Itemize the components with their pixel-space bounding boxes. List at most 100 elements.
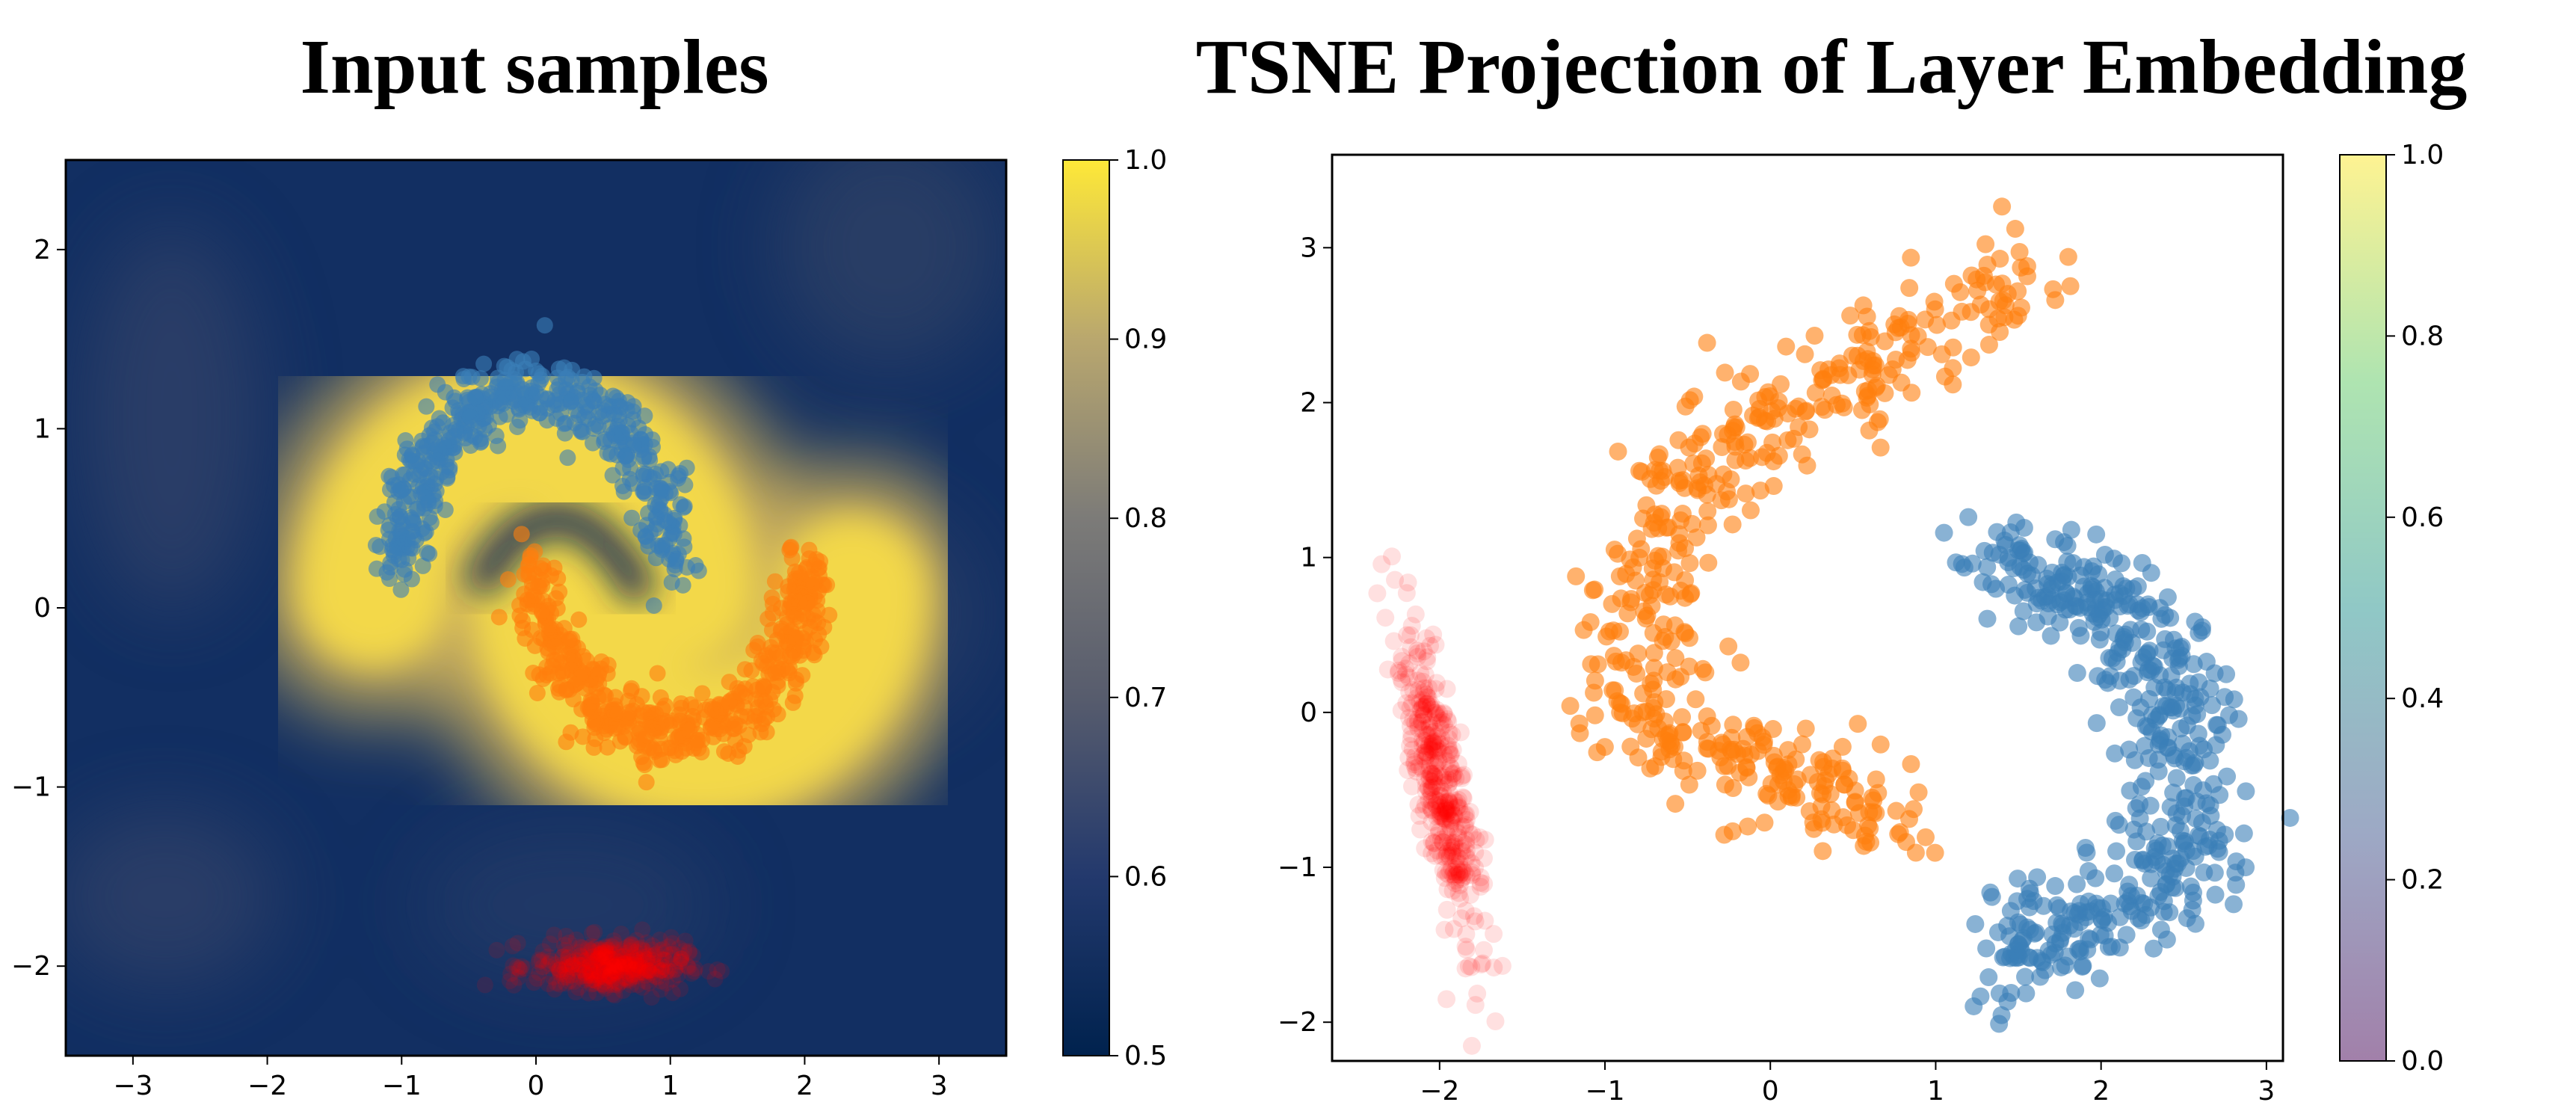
input-point: [611, 958, 628, 976]
tsne-point: [1410, 807, 1429, 825]
tsne-point: [1404, 681, 1423, 700]
tsne-point: [1426, 680, 1445, 698]
tsne-point: [1417, 629, 1435, 647]
tsne-point: [2110, 816, 2128, 834]
tsne-point: [1444, 833, 1463, 852]
tsne-point: [1727, 418, 1745, 437]
input-point: [390, 501, 407, 518]
tsne-point: [1389, 663, 1408, 682]
tsne-point: [2066, 981, 2085, 1000]
tsne-point: [1418, 726, 1437, 745]
tsne-point: [1440, 770, 1458, 789]
input-point: [553, 956, 570, 973]
tsne-point: [1442, 798, 1461, 817]
tsne-point: [1416, 839, 1435, 858]
tsne-point: [1638, 606, 1657, 625]
left-ytick-label: 0: [34, 593, 51, 624]
tsne-point: [1401, 736, 1420, 755]
tsne-point: [1452, 842, 1471, 861]
input-point: [621, 973, 638, 990]
input-point: [540, 975, 557, 992]
input-point: [511, 412, 529, 429]
tsne-point: [1451, 723, 1470, 742]
input-point: [603, 976, 620, 994]
tsne-point: [1436, 810, 1455, 829]
tsne-point: [1415, 679, 1434, 698]
tsne-point: [1680, 554, 1699, 573]
input-point: [664, 985, 681, 1002]
input-point: [606, 976, 623, 994]
input-point: [558, 969, 576, 986]
tsne-point: [1438, 736, 1457, 755]
tsne-point: [1796, 719, 1815, 738]
input-point: [392, 581, 410, 598]
input-point: [590, 947, 607, 964]
tsne-point: [1423, 736, 1442, 755]
tsne-point: [1561, 697, 1580, 716]
input-point: [564, 957, 581, 974]
right-ytick-label: 0: [1300, 698, 1317, 728]
input-point: [546, 926, 563, 944]
input-point: [614, 959, 632, 976]
right-xtick-label: 2: [2092, 1076, 2110, 1107]
input-point: [591, 941, 608, 958]
input-point: [623, 935, 640, 953]
input-point: [421, 545, 438, 562]
tsne-point: [1737, 452, 1755, 470]
input-point: [573, 939, 591, 956]
tsne-point: [1432, 807, 1450, 825]
input-point: [622, 969, 639, 986]
tsne-point: [2237, 782, 2255, 801]
tsne-point: [1440, 742, 1458, 761]
tsne-point: [1782, 786, 1801, 804]
input-point: [511, 961, 529, 979]
input-point: [549, 959, 566, 976]
input-point: [502, 972, 519, 989]
input-point: [531, 953, 548, 970]
tsne-point: [1457, 867, 1476, 885]
input-point: [523, 582, 540, 599]
tsne-point: [2113, 554, 2131, 573]
input-point: [620, 704, 638, 721]
input-point: [801, 541, 818, 558]
tsne-point: [1429, 709, 1447, 727]
tsne-point: [1422, 798, 1440, 817]
input-point: [596, 948, 613, 965]
tsne-point: [1456, 816, 1475, 834]
tsne-point: [1443, 765, 1462, 784]
tsne-point: [2006, 220, 2024, 239]
tsne-point: [1432, 729, 1451, 748]
input-point: [587, 416, 604, 433]
tsne-point: [1399, 668, 1418, 687]
tsne-point: [1680, 657, 1698, 676]
tsne-point: [1787, 399, 1805, 418]
tsne-point: [1429, 739, 1447, 757]
input-point: [652, 962, 669, 979]
input-point: [583, 693, 600, 710]
tsne-point: [1438, 826, 1457, 845]
tsne-point: [1589, 655, 1607, 674]
input-point: [555, 936, 573, 953]
tsne-point: [1397, 584, 1416, 603]
input-point: [584, 925, 601, 942]
tsne-point: [1452, 804, 1471, 823]
tsne-point: [1605, 541, 1624, 559]
input-point: [531, 951, 548, 968]
tsne-point: [2005, 310, 2024, 329]
tsne-point: [1393, 652, 1411, 671]
tsne-point: [2042, 946, 2060, 964]
input-point: [556, 425, 573, 442]
input-point: [620, 956, 637, 973]
tsne-point: [2217, 665, 2236, 683]
input-point: [608, 944, 626, 961]
input-point: [414, 557, 431, 574]
tsne-point: [1440, 794, 1459, 813]
tsne-point: [1900, 279, 1919, 298]
tsne-point: [1427, 701, 1446, 719]
tsne-point: [1431, 798, 1449, 817]
tsne-point: [1430, 807, 1449, 825]
input-point: [644, 952, 662, 969]
tsne-point: [1426, 768, 1444, 787]
input-point: [585, 975, 603, 992]
input-point: [525, 665, 542, 682]
